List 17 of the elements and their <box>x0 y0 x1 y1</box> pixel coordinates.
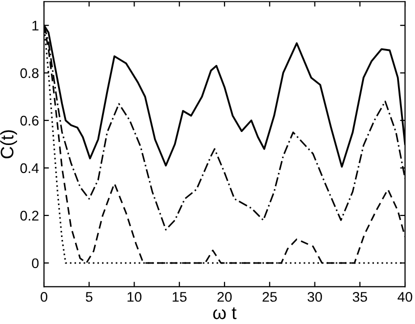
y-tick-label: 0.4 <box>20 163 39 174</box>
x-axis-title: ω t <box>213 307 236 320</box>
x-tick-label: 5 <box>86 292 92 302</box>
x-tick-label: 35 <box>352 292 368 302</box>
y-tick-label: 0.2 <box>20 210 38 221</box>
y-tick-label: 0.8 <box>20 68 39 78</box>
x-tick-label: 25 <box>262 292 277 302</box>
x-tick-label: 15 <box>172 292 187 302</box>
x-tick-label: 40 <box>398 292 412 302</box>
y-tick-label: 1 <box>32 20 38 30</box>
y-tick-label: 0.6 <box>20 116 39 126</box>
x-tick-label: 30 <box>308 292 322 302</box>
x-tick-label: 0 <box>40 292 48 302</box>
y-tick-label: 0 <box>32 258 39 268</box>
x-tick-label: 10 <box>128 292 142 302</box>
x-tick-label: 20 <box>217 292 232 302</box>
y-axis-title: C(t) <box>0 130 18 158</box>
